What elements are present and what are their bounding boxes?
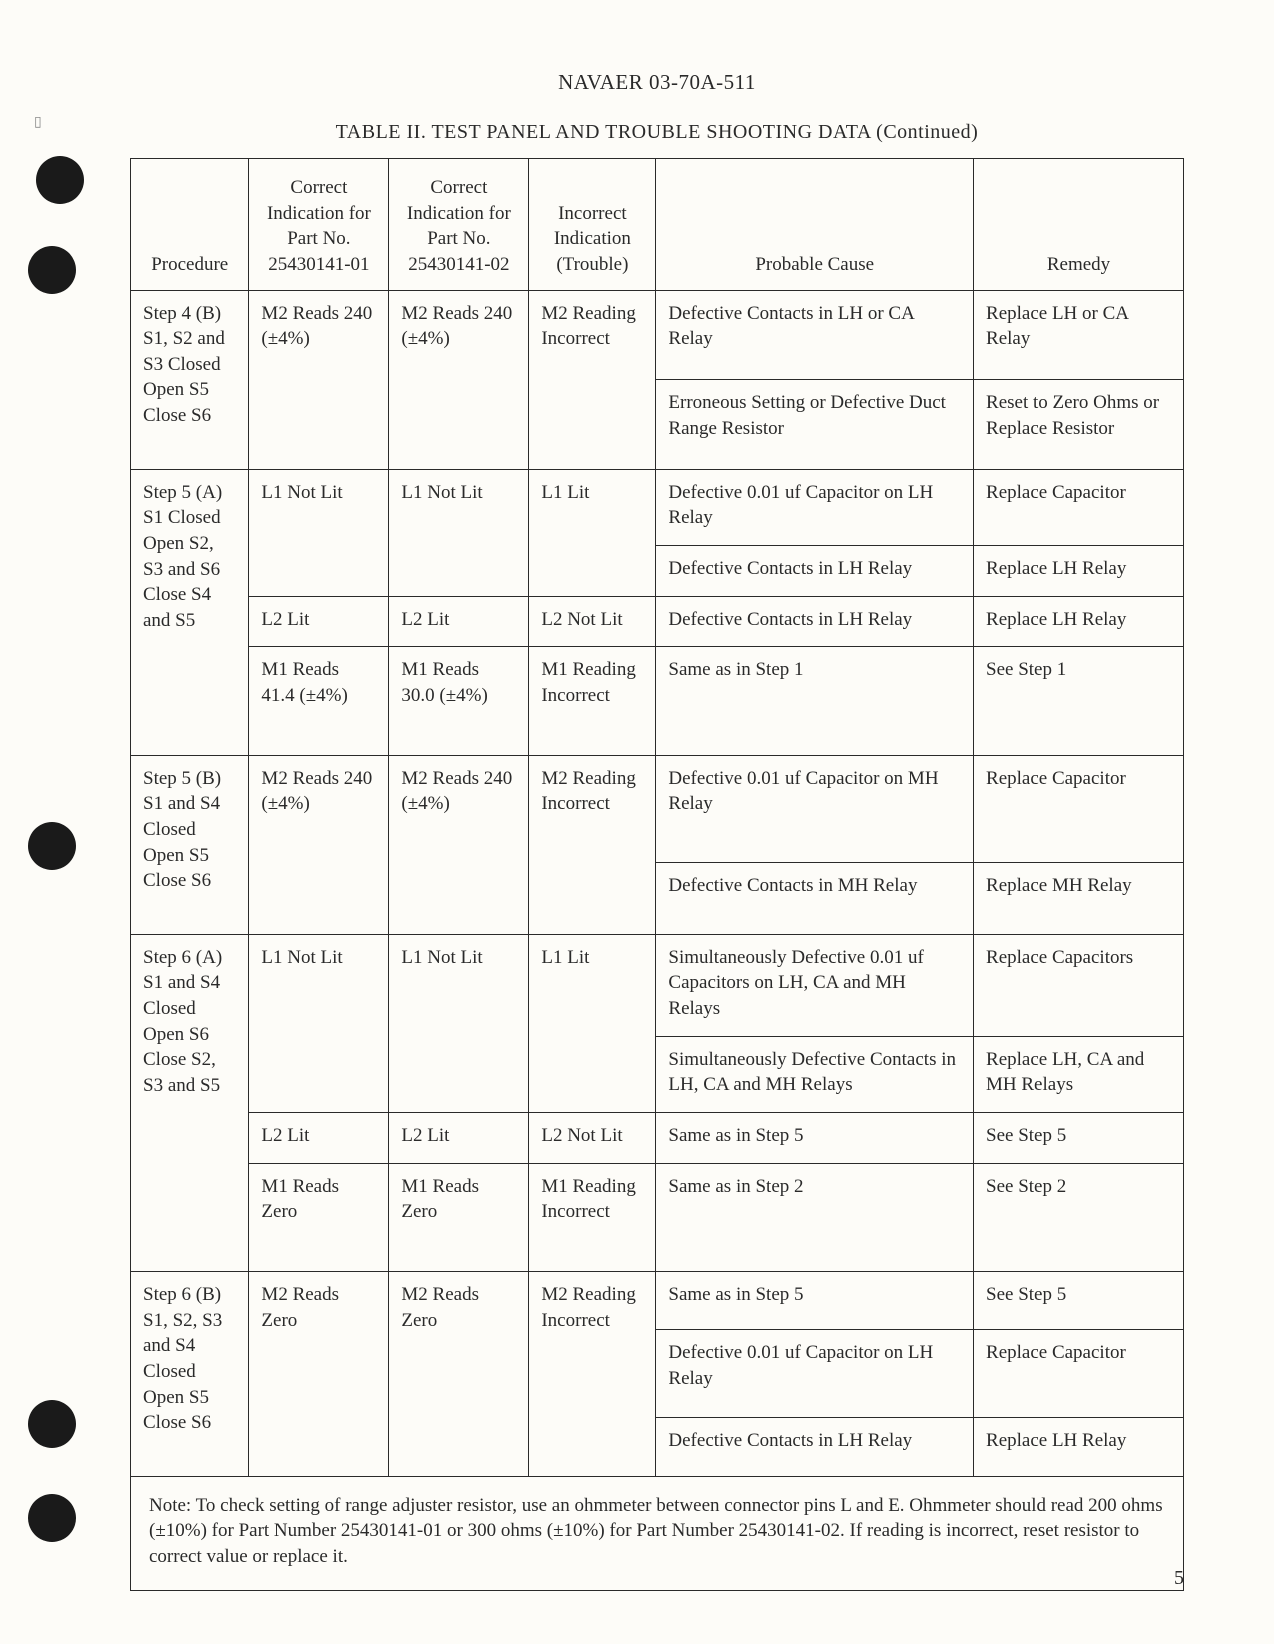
cell-incorrect: L1 Lit: [529, 469, 656, 596]
table-title: TABLE II. TEST PANEL AND TROUBLE SHOOTIN…: [130, 121, 1184, 144]
cell-remedy: Replace LH Relay: [974, 546, 1184, 597]
cell-correct-02: L2 Lit: [389, 596, 529, 647]
cell-remedy: Replace Capacitor: [974, 755, 1184, 863]
cell-remedy: See Step 5: [974, 1271, 1184, 1329]
table-header-row: Procedure Correct Indication for Part No…: [131, 159, 1184, 291]
cell-remedy: Replace MH Relay: [974, 863, 1184, 935]
cell-correct-01: L1 Not Lit: [249, 934, 389, 1112]
cell-correct-02: L1 Not Lit: [389, 934, 529, 1112]
cell-cause: Defective 0.01 uf Capacitor on LH Relay: [656, 469, 974, 545]
punch-hole: [28, 1494, 76, 1542]
punch-hole: [28, 246, 76, 294]
cell-remedy: Replace LH Relay: [974, 596, 1184, 647]
table-row: Step 6 (B) S1, S2, S3 and S4 Closed Open…: [131, 1271, 1184, 1329]
table-note-row: Note: To check setting of range adjuster…: [131, 1476, 1184, 1590]
table-note: Note: To check setting of range adjuster…: [131, 1476, 1184, 1590]
cell-correct-01: M2 Reads 240 (±4%): [249, 755, 389, 934]
cell-procedure: Step 5 (A) S1 Closed Open S2, S3 and S6 …: [131, 469, 249, 755]
table-row: L2 Lit L2 Lit L2 Not Lit Same as in Step…: [131, 1113, 1184, 1164]
cell-correct-01: M1 Reads 41.4 (±4%): [249, 647, 389, 755]
cell-correct-02: M2 Reads Zero: [389, 1271, 529, 1476]
cell-correct-01: M2 Reads 240 (±4%): [249, 290, 389, 469]
col-correct-01: Correct Indication for Part No. 25430141…: [249, 159, 389, 291]
cell-remedy: Reset to Zero Ohms or Replace Resistor: [974, 380, 1184, 470]
cell-correct-01: M2 Reads Zero: [249, 1271, 389, 1476]
troubleshooting-table: Procedure Correct Indication for Part No…: [130, 158, 1184, 1591]
cell-procedure: Step 6 (A) S1 and S4 Closed Open S6 Clos…: [131, 934, 249, 1271]
table-row: Step 4 (B) S1, S2 and S3 Closed Open S5 …: [131, 290, 1184, 380]
cell-cause: Same as in Step 5: [656, 1271, 974, 1329]
cell-procedure: Step 5 (B) S1 and S4 Closed Open S5 Clos…: [131, 755, 249, 934]
cell-remedy: Replace LH, CA and MH Relays: [974, 1036, 1184, 1112]
table-row: Step 6 (A) S1 and S4 Closed Open S6 Clos…: [131, 934, 1184, 1036]
cell-correct-01: L2 Lit: [249, 596, 389, 647]
cell-correct-02: L1 Not Lit: [389, 469, 529, 596]
cell-incorrect: L2 Not Lit: [529, 596, 656, 647]
col-cause: Probable Cause: [656, 159, 974, 291]
table-row: L2 Lit L2 Lit L2 Not Lit Defective Conta…: [131, 596, 1184, 647]
cell-incorrect: L2 Not Lit: [529, 1113, 656, 1164]
cell-remedy: Replace Capacitor: [974, 469, 1184, 545]
cell-procedure: Step 6 (B) S1, S2, S3 and S4 Closed Open…: [131, 1271, 249, 1476]
cell-incorrect: M2 Reading Incorrect: [529, 755, 656, 934]
page-number: 5: [1174, 1567, 1184, 1590]
cell-correct-01: L1 Not Lit: [249, 469, 389, 596]
cell-correct-02: L2 Lit: [389, 1113, 529, 1164]
cell-remedy: See Step 2: [974, 1163, 1184, 1271]
cell-correct-02: M1 Reads 30.0 (±4%): [389, 647, 529, 755]
cell-incorrect: M2 Reading Incorrect: [529, 290, 656, 469]
cell-cause: Simultaneously Defective Contacts in LH,…: [656, 1036, 974, 1112]
cell-incorrect: M2 Reading Incorrect: [529, 1271, 656, 1476]
cell-cause: Defective 0.01 uf Capacitor on MH Relay: [656, 755, 974, 863]
cell-incorrect: M1 Reading Incorrect: [529, 1163, 656, 1271]
cell-cause: Defective Contacts in LH or CA Relay: [656, 290, 974, 380]
cell-cause: Defective 0.01 uf Capacitor on LH Relay: [656, 1330, 974, 1418]
table-row: M1 Reads Zero M1 Reads Zero M1 Reading I…: [131, 1163, 1184, 1271]
cell-cause: Defective Contacts in LH Relay: [656, 546, 974, 597]
page: ▯ NAVAER 03-70A-511 TABLE II. TEST PANEL…: [0, 0, 1274, 1644]
col-remedy: Remedy: [974, 159, 1184, 291]
cell-procedure: Step 4 (B) S1, S2 and S3 Closed Open S5 …: [131, 290, 249, 469]
cell-cause: Same as in Step 5: [656, 1113, 974, 1164]
table-row: M1 Reads 41.4 (±4%) M1 Reads 30.0 (±4%) …: [131, 647, 1184, 755]
cell-cause: Same as in Step 1: [656, 647, 974, 755]
document-header: NAVAER 03-70A-511: [130, 70, 1184, 95]
cell-correct-02: M2 Reads 240 (±4%): [389, 290, 529, 469]
punch-hole: [28, 1400, 76, 1448]
col-correct-02: Correct Indication for Part No. 25430141…: [389, 159, 529, 291]
cell-remedy: See Step 5: [974, 1113, 1184, 1164]
col-procedure: Procedure: [131, 159, 249, 291]
cell-correct-01: L2 Lit: [249, 1113, 389, 1164]
cell-cause: Same as in Step 2: [656, 1163, 974, 1271]
cell-remedy: Replace LH Relay: [974, 1418, 1184, 1476]
cell-remedy: Replace Capacitor: [974, 1330, 1184, 1418]
cell-remedy: See Step 1: [974, 647, 1184, 755]
cell-incorrect: L1 Lit: [529, 934, 656, 1112]
cell-remedy: Replace LH or CA Relay: [974, 290, 1184, 380]
cell-correct-01: M1 Reads Zero: [249, 1163, 389, 1271]
cell-incorrect: M1 Reading Incorrect: [529, 647, 656, 755]
punch-hole: [36, 156, 84, 204]
cell-cause: Defective Contacts in LH Relay: [656, 1418, 974, 1476]
cell-cause: Erroneous Setting or Defective Duct Rang…: [656, 380, 974, 470]
cell-correct-02: M2 Reads 240 (±4%): [389, 755, 529, 934]
cell-correct-02: M1 Reads Zero: [389, 1163, 529, 1271]
cell-cause: Simultaneously Defective 0.01 uf Capacit…: [656, 934, 974, 1036]
col-incorrect: Incorrect Indication (Trouble): [529, 159, 656, 291]
punch-hole: [28, 822, 76, 870]
table-row: Step 5 (A) S1 Closed Open S2, S3 and S6 …: [131, 469, 1184, 545]
cell-cause: Defective Contacts in MH Relay: [656, 863, 974, 935]
table-row: Step 5 (B) S1 and S4 Closed Open S5 Clos…: [131, 755, 1184, 863]
cell-remedy: Replace Capacitors: [974, 934, 1184, 1036]
registration-mark: ▯: [34, 114, 42, 131]
cell-cause: Defective Contacts in LH Relay: [656, 596, 974, 647]
